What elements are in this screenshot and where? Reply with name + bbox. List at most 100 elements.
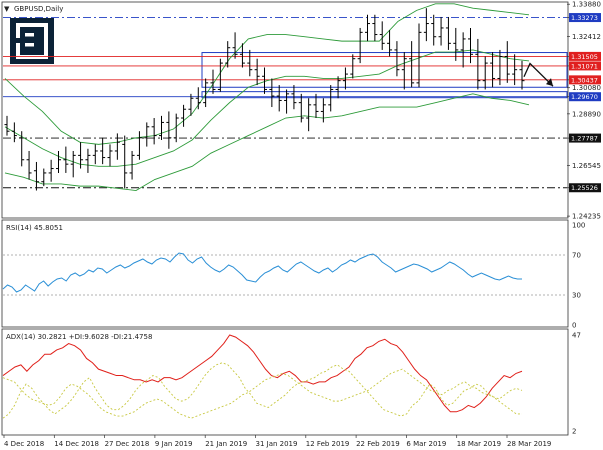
ohlc-bar (85, 148, 91, 173)
price-plot (3, 3, 568, 191)
ohlc-bar (460, 32, 466, 68)
ohlc-bar (11, 122, 17, 143)
ohlc-bar (468, 27, 473, 64)
ohlc-bar (107, 144, 113, 167)
price-panel-title: GBPUSD,Daily (14, 5, 63, 13)
adx-tick-label: 2 (572, 428, 576, 436)
ohlc-bar (431, 14, 437, 46)
ohlc-bar (19, 131, 25, 167)
price-tag-label: 1.33273 (571, 14, 598, 22)
ohlc-bar (320, 98, 326, 123)
adx-panel (1, 328, 569, 436)
ohlc-bar (41, 168, 47, 187)
ohlc-bar (328, 85, 334, 112)
ohlc-bar (151, 118, 157, 145)
price-tick-label: 1.24235 (572, 213, 601, 221)
ohlc-bar (114, 133, 120, 160)
price-tag-label: 1.30437 (571, 76, 598, 84)
ohlc-bar (181, 104, 187, 127)
price-tag-box (569, 51, 601, 61)
ohlc-bar (63, 146, 69, 173)
ohlc-bar (438, 16, 444, 46)
ohlc-bar (100, 137, 106, 165)
ohlc-bar (159, 115, 164, 140)
price-tag-box (569, 13, 601, 23)
rsi-tick-label: 0 (572, 322, 576, 330)
ohlc-bar (166, 111, 172, 149)
bollinger-middle (4, 49, 530, 167)
ohlc-bar (357, 27, 363, 64)
x-tick-label: 14 Dec 2018 (54, 440, 99, 448)
rsi-plot (2, 252, 567, 296)
price-tag-label: 1.29670 (571, 93, 598, 101)
ohlc-bar (409, 41, 415, 88)
ohlc-bar (379, 21, 385, 50)
ohlc-bar (269, 78, 275, 108)
minus-di-line (2, 368, 523, 419)
price-tag-box (569, 61, 601, 71)
rsi-tick-label: 70 (572, 252, 581, 260)
ohlc-bar (372, 14, 378, 42)
ohlc-bar (423, 8, 429, 42)
price-tag-box (569, 183, 601, 193)
adx-panel-title: ADX(14) 30.2821 +DI:9.6028 -DI:21.4758 (6, 333, 152, 341)
ohlc-bar (203, 78, 209, 108)
ohlc-bar (475, 38, 481, 90)
ohlc-bar (298, 93, 304, 123)
ohlc-bar (144, 122, 150, 147)
x-tick-label: 6 Mar 2019 (406, 440, 446, 448)
ohlc-bar (136, 131, 142, 160)
ohlc-bar (335, 76, 341, 99)
price-tag-label: 1.27787 (571, 135, 598, 143)
ohlc-bar (453, 27, 459, 61)
price-tick-label: 1.28890 (572, 110, 601, 118)
price-tick-label: 1.26545 (572, 162, 601, 170)
rsi-tick-label: 30 (572, 292, 581, 300)
rsi-tick-label: 100 (572, 222, 585, 230)
range-box-upper (201, 52, 568, 88)
ohlc-bar (512, 54, 518, 86)
price-tag-label: 1.25526 (571, 184, 598, 192)
projection-arrow-head (546, 78, 553, 87)
x-tick-label: 12 Feb 2019 (306, 440, 350, 448)
ohlc-bar (394, 41, 400, 77)
ohlc-bar (188, 93, 194, 116)
ohlc-bar (129, 150, 135, 180)
projection-arrow (523, 62, 554, 87)
ohlc-bar (70, 150, 76, 178)
ohlc-bar (254, 58, 260, 86)
price-tag-box (569, 75, 601, 85)
ohlc-bar (122, 135, 128, 189)
bollinger-lower (4, 93, 530, 191)
ohlc-bar (217, 58, 223, 92)
rsi-line (2, 252, 522, 293)
x-tick-label: 27 Dec 2018 (105, 440, 150, 448)
price-tag-box (569, 133, 601, 143)
brand-logo (10, 18, 54, 64)
ohlc-bar (490, 52, 496, 88)
price-tag-label: 1.31505 (571, 53, 598, 61)
ohlc-bar (92, 144, 98, 165)
ohlc-bar (210, 69, 216, 94)
ohlc-bar (482, 56, 488, 90)
price-tick-label: 1.33880 (572, 1, 601, 9)
ohlc-bar (173, 113, 179, 143)
ohlc-bar (365, 14, 370, 42)
adx-tick-label: 47 (572, 332, 581, 340)
ohlc-bar (232, 32, 238, 59)
ohlc-bar (313, 93, 319, 119)
ohlc-bar (291, 85, 297, 110)
ohlc-bar (284, 89, 290, 114)
collapse-triangle-icon[interactable]: ▼ (4, 5, 10, 13)
ohlc-bar (247, 49, 253, 77)
ohlc-bar (239, 43, 245, 68)
ohlc-bar (78, 142, 84, 169)
bollinger-upper (4, 3, 530, 145)
x-tick-label: 28 Mar 2019 (507, 440, 551, 448)
adx-line (2, 334, 523, 413)
ohlc-bar (195, 87, 201, 110)
ohlc-bar (497, 49, 503, 86)
ohlc-bar (48, 159, 54, 182)
price-tag-label: 1.31071 (571, 62, 598, 70)
